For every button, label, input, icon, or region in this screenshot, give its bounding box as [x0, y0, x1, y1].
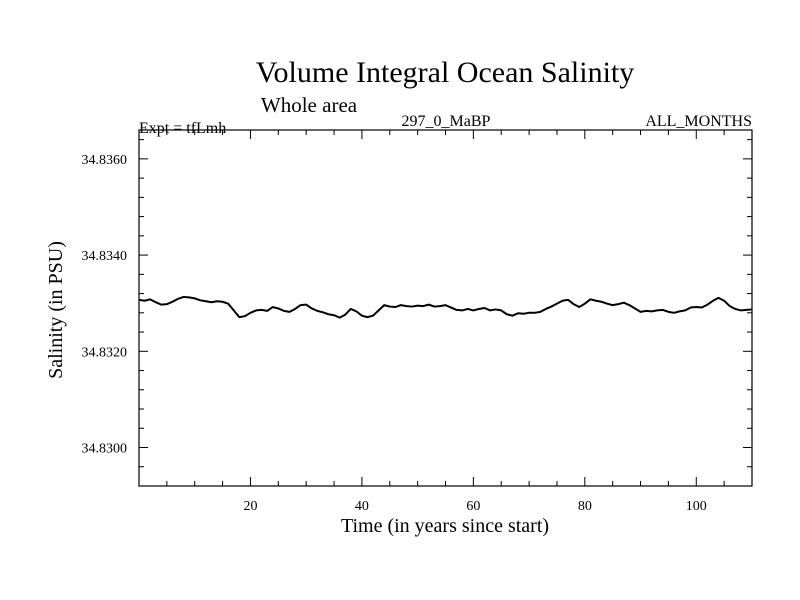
x-tick-label: 20	[243, 499, 257, 514]
x-axis-label: Time (in years since start)	[341, 515, 549, 537]
experiment-label: Expt = tfLmh	[139, 120, 226, 137]
months-label: ALL_MONTHS	[645, 113, 752, 130]
y-tick-label: 34.8340	[82, 249, 128, 264]
x-axis-ticks	[166, 130, 725, 486]
x-tick-label: 100	[686, 499, 707, 514]
y-tick-label: 34.8360	[82, 153, 128, 168]
period-label: 297_0_MaBP	[402, 113, 491, 130]
y-tick-label: 34.8300	[82, 442, 128, 457]
chart-subtitle: Whole area	[261, 93, 358, 117]
y-axis-ticks	[139, 139, 752, 487]
x-tick-label: 60	[466, 499, 480, 514]
y-axis-tick-labels: 34.8300 34.8320 34.8340 34.8360	[82, 153, 128, 457]
y-axis-label: Salinity (in PSU)	[45, 241, 67, 379]
x-tick-label: 40	[355, 499, 369, 514]
chart-title: Volume Integral Ocean Salinity	[256, 56, 635, 89]
y-tick-label: 34.8320	[82, 345, 128, 360]
x-axis-tick-labels: 20 40 60 80 100	[243, 499, 706, 514]
x-tick-label: 80	[578, 499, 592, 514]
salinity-series-line	[138, 295, 753, 319]
